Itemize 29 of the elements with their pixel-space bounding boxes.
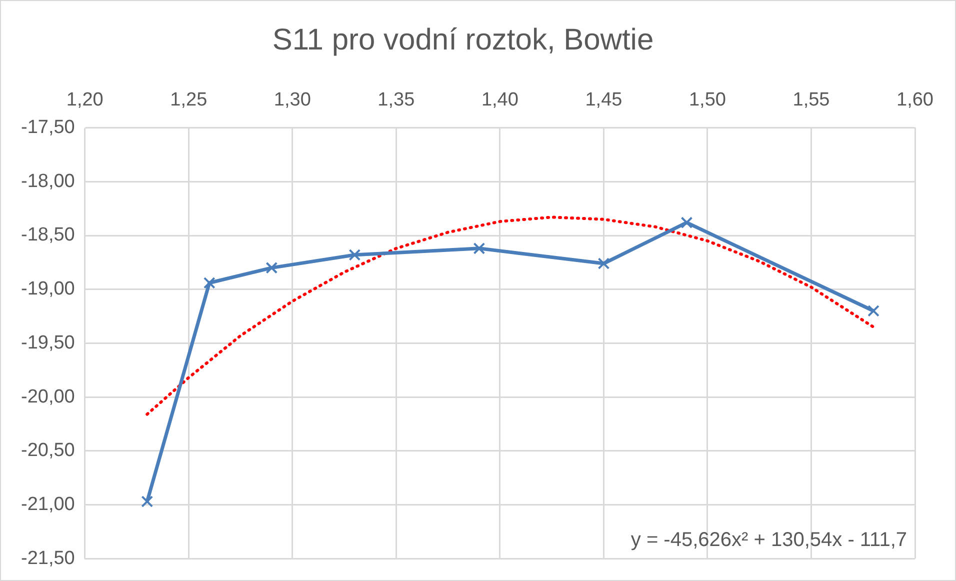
x-tick-label: 1,60	[896, 90, 934, 111]
y-tick-label: -18,50	[21, 224, 75, 246]
y-tick-label: -21,00	[21, 494, 75, 515]
y-tick-label: -17,50	[21, 117, 75, 138]
y-tick-label: -21,50	[21, 548, 75, 569]
point	[598, 258, 610, 270]
x-tick-label: 1,55	[792, 90, 830, 111]
x-tick-label: 1,20	[66, 90, 104, 111]
y-tick-label: -19,50	[21, 332, 75, 354]
point	[266, 262, 278, 274]
line-series	[146, 216, 875, 416]
point	[348, 248, 361, 261]
chart-title: S11 pro vodní roztok, Bowtie	[272, 23, 654, 56]
y-tick-label: -18,00	[21, 170, 75, 192]
point	[868, 304, 880, 317]
point	[680, 216, 693, 229]
point	[141, 496, 154, 508]
x-tick-label: 1,45	[585, 90, 622, 111]
point	[203, 276, 216, 289]
x-tick-label: 1,25	[170, 90, 208, 111]
x-tick-label: 1,50	[688, 90, 726, 111]
annotation: y = -45,626x² + 130,54x - 111,7	[630, 529, 907, 552]
y-tick-label: -19,00	[21, 278, 75, 300]
x-tick-label: 1,40	[481, 90, 518, 111]
x-tick-label: 1,30	[274, 90, 311, 111]
x-tick-label: 1,35	[378, 90, 415, 111]
point	[473, 242, 486, 254]
y-tick-label: -20,50	[21, 440, 75, 462]
y-tick-label: -20,00	[21, 386, 75, 408]
